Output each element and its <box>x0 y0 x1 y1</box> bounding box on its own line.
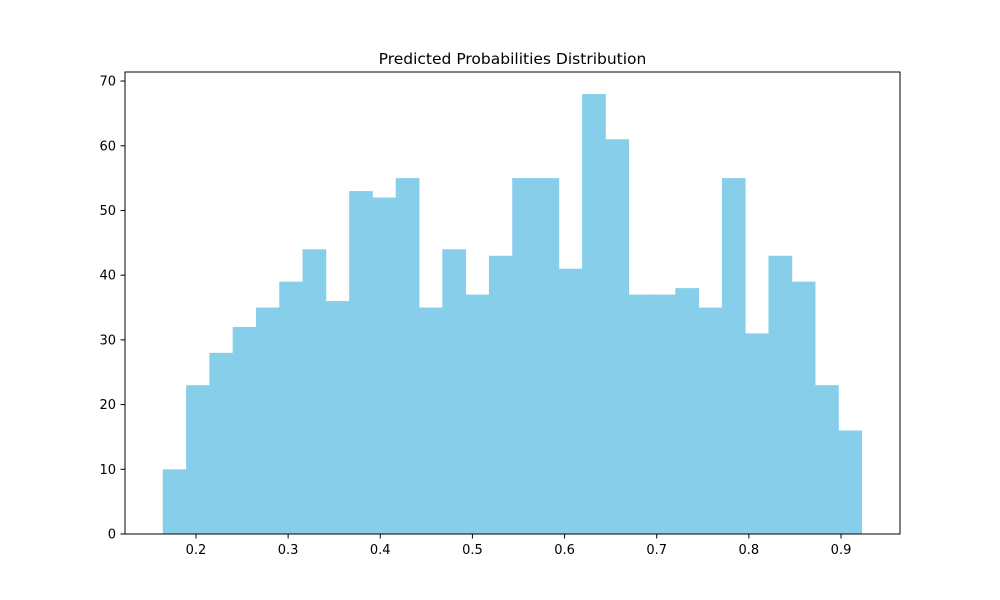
histogram-bar <box>605 139 630 534</box>
histogram-bar <box>628 294 653 534</box>
y-tick-label: 20 <box>99 398 116 413</box>
histogram-bar <box>815 385 839 534</box>
histogram-bar <box>465 294 490 534</box>
histogram-bar <box>209 352 234 534</box>
histogram-bar <box>186 385 210 534</box>
histogram-bar <box>721 178 746 534</box>
histogram-bar <box>255 307 280 534</box>
x-tick-label: 0.2 <box>186 543 207 558</box>
y-axis: 0 10 20 30 40 50 60 70 <box>99 75 125 543</box>
x-tick-label: 0.5 <box>462 543 483 558</box>
histogram-bar <box>395 178 420 534</box>
histogram-bar <box>419 307 443 534</box>
y-tick-label: 40 <box>99 269 116 284</box>
x-tick-label: 0.6 <box>554 543 575 558</box>
x-axis: 0.2 0.3 0.4 0.5 0.6 0.7 0.8 0.9 <box>186 534 852 558</box>
y-tick-label: 30 <box>99 333 116 348</box>
histogram-bar <box>768 255 793 534</box>
histogram-bar <box>349 191 373 534</box>
histogram-bar <box>279 281 303 534</box>
bars-group <box>162 94 863 534</box>
histogram-bar <box>698 307 723 534</box>
x-tick-label: 0.9 <box>831 543 852 558</box>
y-tick-label: 10 <box>99 463 116 478</box>
histogram-bar <box>325 301 350 534</box>
histogram-bar <box>791 281 816 534</box>
y-tick-label: 0 <box>108 528 116 543</box>
histogram-bar <box>372 197 397 534</box>
histogram-bar <box>535 178 560 534</box>
histogram-bar <box>512 178 536 534</box>
chart-title: Predicted Probabilities Distribution <box>379 50 647 68</box>
histogram-bar <box>162 469 187 534</box>
histogram-bar <box>675 288 699 534</box>
histogram-bar <box>442 249 467 534</box>
y-tick-label: 70 <box>99 75 116 90</box>
x-tick-label: 0.3 <box>278 543 299 558</box>
x-tick-label: 0.7 <box>646 543 667 558</box>
x-tick-label: 0.4 <box>370 543 391 558</box>
histogram-bar <box>582 94 606 534</box>
histogram-bar <box>652 294 676 534</box>
histogram-bar <box>558 268 583 534</box>
x-tick-label: 0.8 <box>739 543 760 558</box>
histogram-bar <box>745 333 769 534</box>
y-tick-label: 50 <box>99 204 116 219</box>
histogram-bar <box>232 326 257 534</box>
plot-frame <box>124 71 901 535</box>
histogram-bar <box>488 255 513 534</box>
y-tick-label: 60 <box>99 139 116 154</box>
histogram-bar <box>302 249 327 534</box>
histogram-bar <box>838 430 863 534</box>
